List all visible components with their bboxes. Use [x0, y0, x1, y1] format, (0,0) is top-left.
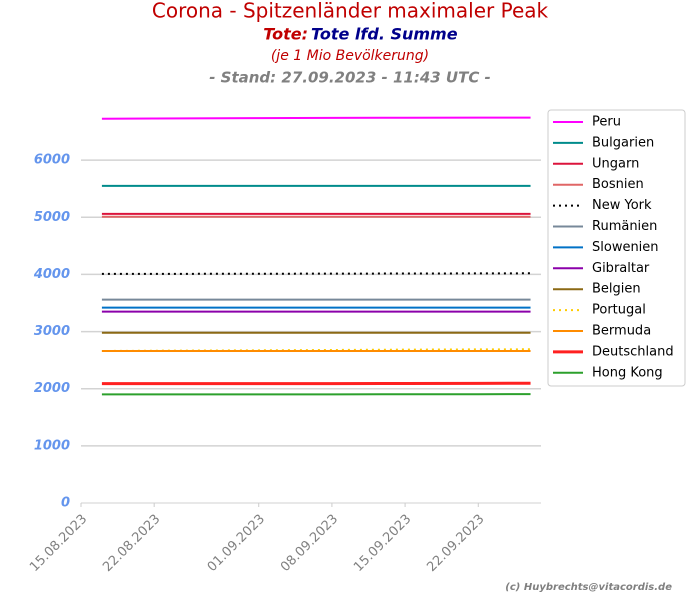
legend-label: Bosnien — [592, 177, 644, 192]
legend-label: Belgien — [592, 282, 641, 297]
legend-label: Peru — [592, 115, 621, 130]
y-tick-label: 6000 — [34, 153, 70, 168]
x-tick-label: 15.09.2023 — [351, 512, 414, 575]
legend-label: Rumänien — [592, 219, 657, 234]
subtitle-label: Tote: — [263, 25, 308, 44]
subtitle: Tote lfd. Summe — [311, 25, 458, 44]
legend-label: Ungarn — [592, 156, 639, 171]
legend-label: Bulgarien — [592, 135, 654, 150]
y-tick-label: 1000 — [34, 438, 70, 453]
legend-label: Deutschland — [592, 344, 674, 359]
y-tick-label: 4000 — [33, 267, 70, 282]
note: (je 1 Mio Bevölkerung) — [271, 48, 429, 64]
legend-label: Bermuda — [592, 324, 651, 339]
x-tick-label: 01.09.2023 — [205, 512, 268, 575]
x-tick-label: 15.08.2023 — [27, 512, 90, 575]
stand: - Stand: 27.09.2023 - 11:43 UTC - — [209, 69, 491, 87]
series-line — [101, 116, 531, 120]
legend-label: Portugal — [592, 303, 646, 318]
credit: (c) Huybrechts@vitacordis.de — [505, 582, 672, 593]
y-tick-label: 2000 — [34, 381, 70, 396]
x-tick-label: 22.08.2023 — [100, 512, 163, 575]
legend-label: Slowenien — [592, 240, 659, 255]
y-tick-label: 3000 — [34, 324, 70, 339]
legend-label: New York — [592, 198, 652, 213]
legend-label: Gibraltar — [592, 261, 650, 276]
y-tick-label: 0 — [61, 496, 70, 511]
chart-title: Corona - Spitzenländer maximaler Peak — [152, 0, 549, 23]
x-tick-label: 22.09.2023 — [424, 512, 487, 575]
legend: Peru Bulgarien Ungarn Bosnien New York Rumäni… — [547, 109, 686, 387]
legend-label: Hong Kong — [592, 365, 663, 380]
legend-box — [547, 109, 686, 387]
y-tick-label: 5000 — [34, 210, 70, 225]
x-tick-label: 08.09.2023 — [278, 512, 341, 575]
